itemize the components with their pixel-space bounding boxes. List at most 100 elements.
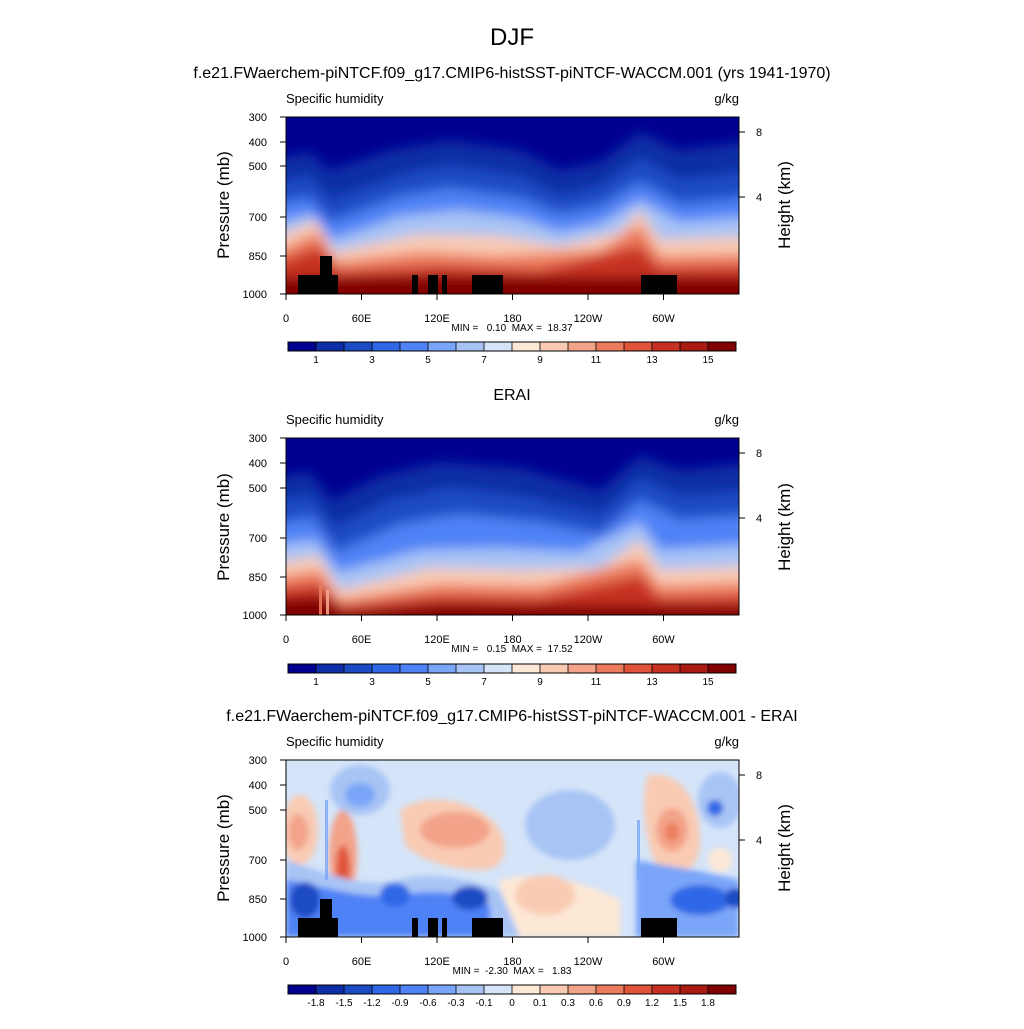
colorbar-label: 13 <box>646 355 658 366</box>
x-tick: 0 <box>283 937 289 968</box>
y-tick: 300 <box>249 755 286 767</box>
colorbar-swatch <box>680 342 709 351</box>
colorbar-label: 13 <box>646 677 658 688</box>
y-tick-label: 1000 <box>243 932 267 944</box>
x-tick-label: 120E <box>424 956 450 968</box>
y-tick-label: 400 <box>249 137 267 149</box>
y-tick: 400 <box>249 458 286 470</box>
colorbar-swatch <box>288 985 317 994</box>
x-tick-label: 60E <box>352 313 372 325</box>
colorbar-label: 11 <box>591 677 602 688</box>
stats-label: MIN = 0.15 MAX = 17.52 <box>451 644 573 655</box>
colorbar-swatch <box>372 985 401 994</box>
colorbar-swatch <box>428 985 457 994</box>
colorbar-swatch <box>316 985 345 994</box>
colorbar-swatch <box>652 985 681 994</box>
colorbar-label: 11 <box>591 355 602 366</box>
topography-mask <box>298 256 677 294</box>
y-axis-label-right: Height (km) <box>775 483 794 571</box>
colorbar-swatch <box>596 664 625 673</box>
colorbar-swatch <box>680 664 709 673</box>
colorbar-label: 1.2 <box>645 998 659 1009</box>
variable-label: Specific humidity <box>286 91 384 106</box>
x-tick-label: 60W <box>652 956 675 968</box>
y-tick-label: 500 <box>249 483 267 495</box>
colorbar-swatch <box>428 342 457 351</box>
x-tick-label: 0 <box>283 313 289 325</box>
y-tick: 850 <box>249 251 286 263</box>
height-tick: 8 <box>739 127 762 139</box>
colorbar-swatch <box>540 342 569 351</box>
colorbar-label: -1.5 <box>335 998 353 1009</box>
colorbar: 1 3 5 7 9 11 13 15 <box>287 663 737 688</box>
colorbar-swatch <box>512 985 541 994</box>
y-tick: 1000 <box>243 932 286 944</box>
contour-field <box>286 438 739 615</box>
colorbar-label: 3 <box>369 355 375 366</box>
y-axis-label: Pressure (mb) <box>214 794 233 902</box>
x-tick-label: 0 <box>283 956 289 968</box>
x-tick: 180 <box>503 615 522 646</box>
colorbar-swatch <box>400 342 429 351</box>
colorbar-label: 0 <box>509 998 515 1009</box>
colorbar-swatch <box>344 664 373 673</box>
x-axis: 0 60E 120E 180 120W 60W <box>283 615 675 646</box>
y-tick-label: 300 <box>249 433 267 445</box>
x-tick: 180 <box>503 294 522 325</box>
colorbar-swatch <box>316 664 345 673</box>
units-label: g/kg <box>714 412 739 427</box>
colorbar-swatch <box>456 985 485 994</box>
colorbar-label: 15 <box>702 355 714 366</box>
height-tick: 4 <box>739 513 762 525</box>
colorbar-swatch <box>708 664 737 673</box>
y-axis-right: 8 4 <box>739 448 762 525</box>
x-tick: 120E <box>424 937 450 968</box>
colorbar-label: 0.3 <box>561 998 575 1009</box>
x-tick: 120W <box>574 615 603 646</box>
x-tick-label: 120E <box>424 313 450 325</box>
colorbar-swatch <box>484 985 513 994</box>
colorbar-swatch <box>708 985 737 994</box>
colorbar-swatch <box>484 342 513 351</box>
units-label: g/kg <box>714 91 739 106</box>
x-tick: 60E <box>352 294 372 325</box>
colorbar-swatch <box>400 664 429 673</box>
y-tick: 700 <box>249 533 286 545</box>
y-tick-label: 700 <box>249 533 267 545</box>
colorbar-swatch <box>568 985 597 994</box>
panel-title: ERAI <box>493 387 530 404</box>
contour-field <box>286 760 739 937</box>
y-tick-label: 850 <box>249 251 267 263</box>
colorbar-label: 0.9 <box>617 998 631 1009</box>
stats-label: MIN = -2.30 MAX = 1.83 <box>453 966 572 977</box>
colorbar-label: -0.9 <box>391 998 409 1009</box>
x-tick-label: 180 <box>503 313 521 325</box>
height-tick: 4 <box>739 192 762 204</box>
x-axis: 0 60E 120E 180 120W 60W <box>283 937 675 968</box>
height-tick-label: 8 <box>756 127 762 139</box>
x-tick: 60W <box>652 294 675 325</box>
x-tick: 0 <box>283 615 289 646</box>
colorbar-swatch <box>316 342 345 351</box>
y-tick: 500 <box>249 805 286 817</box>
panel-erai: ERAI Specific humidity g/kg 300 400 500 <box>214 387 794 688</box>
y-tick-label: 1000 <box>243 289 267 301</box>
y-tick-label: 500 <box>249 805 267 817</box>
colorbar-swatch <box>680 985 709 994</box>
y-axis-right: 8 4 <box>739 127 762 204</box>
panel-title: f.e21.FWaerchem-piNTCF.f09_g17.CMIP6-his… <box>226 708 797 725</box>
panel-title: f.e21.FWaerchem-piNTCF.f09_g17.CMIP6-his… <box>193 65 830 82</box>
y-tick-label: 1000 <box>243 610 267 622</box>
x-tick: 60E <box>352 615 371 646</box>
y-tick-label: 300 <box>249 755 267 767</box>
figure-title: DJF <box>490 24 534 51</box>
colorbar-swatch <box>288 664 317 673</box>
x-tick-label: 60E <box>352 956 372 968</box>
x-tick: 0 <box>283 294 289 325</box>
colorbar-label: 1 <box>313 355 319 366</box>
colorbar-label: 3 <box>369 677 375 688</box>
y-axis-left: 300 400 500 700 850 1000 <box>243 112 286 301</box>
colorbar-swatch <box>652 664 681 673</box>
colorbar-label: 0.6 <box>589 998 603 1009</box>
